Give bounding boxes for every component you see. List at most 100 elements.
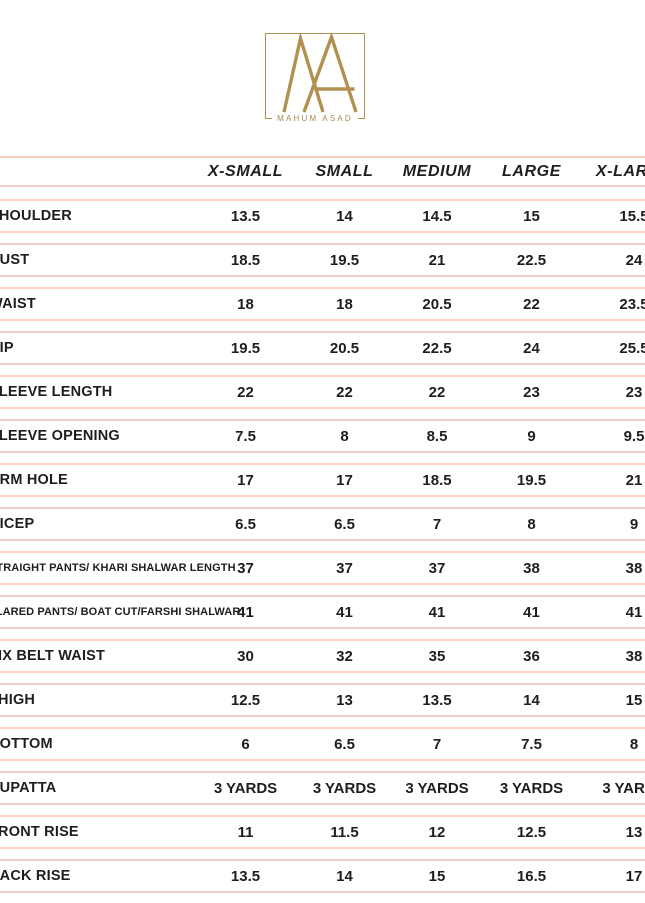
size-value: 13.5: [230, 207, 261, 225]
row-label: BOTTOM: [0, 736, 53, 752]
row-label: STRAIGHT PANTS/ KHARI SHALWAR LENGTH: [0, 562, 236, 574]
row-label: SLEEVE LENGTH: [0, 384, 113, 400]
size-value: 8: [629, 735, 639, 753]
size-value: 19.5: [516, 471, 547, 489]
size-value: 9.5: [623, 427, 645, 445]
size-value: 38: [625, 647, 643, 665]
size-value: 18: [336, 295, 353, 313]
size-value: 7: [432, 735, 442, 753]
size-value: 6.5: [235, 515, 256, 533]
size-value: 12.5: [516, 823, 547, 841]
size-value: 3 YARDS: [499, 779, 564, 797]
size-value: 9: [629, 515, 639, 533]
row-label: HIP: [0, 340, 14, 356]
size-value: 17: [625, 867, 643, 885]
table-row: BACK RISE 13.5 14 15 16.5 17: [0, 859, 645, 893]
row-label: BACK RISE: [0, 868, 71, 884]
size-value: 17: [336, 471, 353, 489]
column-header: X-LARGE: [595, 162, 645, 180]
size-value: 7: [432, 515, 442, 533]
size-value: 9: [527, 427, 536, 445]
size-value: 13.5: [422, 691, 452, 709]
row-label: SLEEVE OPENING: [0, 428, 120, 444]
size-value: 22.5: [422, 339, 452, 357]
size-value: 23.5: [619, 295, 645, 313]
size-value: 6: [241, 735, 250, 753]
size-value: 21: [625, 471, 643, 489]
size-value: 17: [237, 471, 254, 489]
size-value: 32: [336, 647, 353, 665]
size-value: 6.5: [334, 515, 355, 533]
row-label: FRONT RISE: [0, 824, 79, 840]
size-value: 41: [625, 603, 643, 621]
ma-monogram-icon: [282, 34, 358, 113]
size-value: 30: [237, 647, 254, 665]
size-value: 41: [523, 603, 540, 621]
size-value: 18.5: [230, 251, 261, 269]
table-row: FIX BELT WAIST 30 32 35 36 38: [0, 639, 645, 673]
column-header: SMALL: [315, 162, 374, 180]
row-label: BUST: [0, 252, 30, 268]
table-row: THIGH 12.5 13 13.5 14 15: [0, 683, 645, 717]
size-value: 19.5: [230, 339, 261, 357]
size-value: 3 YARDS: [213, 779, 278, 797]
size-value: 11: [237, 823, 254, 841]
size-value: 15: [428, 867, 446, 885]
row-label: DUPATTA: [0, 780, 57, 796]
size-value: 3 YARDS: [312, 779, 377, 797]
row-label: THIGH: [0, 692, 36, 708]
table-row: FRONT RISE 11 11.5 12 12.5 13: [0, 815, 645, 849]
size-value: 12.5: [230, 691, 261, 709]
table-row: WAIST 18 18 20.5 22 23.5: [0, 287, 645, 321]
size-value: 37: [336, 559, 353, 577]
size-value: 23: [625, 383, 643, 401]
size-value: 7.5: [235, 427, 256, 445]
size-value: 14: [336, 207, 353, 225]
row-label: WAIST: [0, 296, 36, 312]
size-value: 18.5: [422, 471, 452, 489]
table-row: STRAIGHT PANTS/ KHARI SHALWAR LENGTH 37 37…: [0, 551, 645, 585]
size-value: 25.5: [619, 339, 645, 357]
size-value: 13.5: [230, 867, 261, 885]
size-value: 22: [336, 383, 353, 401]
size-value: 8: [340, 427, 349, 445]
size-value: 8: [527, 515, 536, 533]
table-row: SLEEVE LENGTH 22 22 22 23 23: [0, 375, 645, 409]
size-value: 11.5: [330, 823, 359, 841]
column-header: MEDIUM: [402, 162, 472, 180]
size-value: 38: [523, 559, 540, 577]
size-table-body: SHOULDER 13.5 14 14.5 15 15.5 BUST 18.5 19.5 21 22…: [0, 199, 645, 893]
table-row: DUPATTA 3 YARDS 3 YARDS 3 YARDS 3 YARDS 3 YAR…: [0, 771, 645, 805]
size-value: 7.5: [521, 735, 542, 753]
table-row: HIP 19.5 20.5 22.5 24 25.5: [0, 331, 645, 365]
table-row: SHOULDER 13.5 14 14.5 15 15.5: [0, 199, 645, 233]
row-label: ARM HOLE: [0, 472, 68, 488]
size-value: 41: [428, 603, 446, 621]
size-value: 41: [336, 603, 353, 621]
size-value: 41: [237, 603, 254, 621]
column-header: LARGE: [502, 162, 561, 180]
size-value: 21: [428, 251, 446, 269]
size-value: 13: [336, 691, 353, 709]
size-value: 14: [336, 867, 353, 885]
size-table: X-SMALL SMALL MEDIUM LARGE X-LARGE SHOULDER 1…: [0, 156, 645, 903]
size-value: 13: [625, 823, 643, 841]
size-value: 22: [523, 295, 540, 313]
size-value: 16.5: [516, 867, 547, 885]
size-value: 6.5: [334, 735, 355, 753]
size-value: 15: [625, 691, 643, 709]
size-value: 12: [428, 823, 446, 841]
table-row: BOTTOM 6 6.5 7 7.5 8: [0, 727, 645, 761]
table-row: BUST 18.5 19.5 21 22.5 24: [0, 243, 645, 277]
size-value: 23: [523, 383, 540, 401]
size-value: 14.5: [422, 207, 452, 225]
column-header: X-SMALL: [207, 162, 284, 180]
size-value: 22: [428, 383, 446, 401]
table-row: FLARED PANTS/ BOAT CUT/FARSHI SHALWAR 41 4…: [0, 595, 645, 629]
size-value: 22.5: [516, 251, 547, 269]
size-value: 19.5: [329, 251, 360, 269]
brand-logo: MAHUM ASAD: [265, 33, 365, 123]
size-value: 24: [625, 251, 643, 269]
row-label: BICEP: [0, 516, 35, 532]
